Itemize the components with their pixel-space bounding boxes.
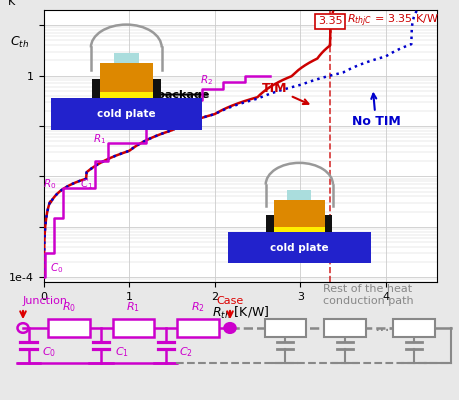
Circle shape bbox=[224, 323, 235, 333]
Text: $C_0$: $C_0$ bbox=[42, 345, 56, 359]
Text: $C_{th}$: $C_{th}$ bbox=[10, 35, 29, 50]
Text: $C_1$: $C_1$ bbox=[80, 177, 93, 191]
Text: $C_0$: $C_0$ bbox=[50, 261, 63, 275]
Bar bbox=[324, 319, 365, 337]
Text: K: K bbox=[8, 0, 16, 7]
Text: $C_2$: $C_2$ bbox=[175, 115, 188, 129]
Text: $R_{thjC}$ = 3.35 K/W: $R_{thjC}$ = 3.35 K/W bbox=[347, 13, 438, 29]
Bar bbox=[48, 319, 90, 337]
Text: 3.35: 3.35 bbox=[317, 16, 341, 26]
Text: $C_1$: $C_1$ bbox=[115, 345, 129, 359]
Text: No TIM: No TIM bbox=[351, 94, 399, 128]
X-axis label: $R_{th}$ [K/W]: $R_{th}$ [K/W] bbox=[211, 304, 269, 321]
Text: $R_1$: $R_1$ bbox=[92, 132, 106, 146]
Text: $R_0$: $R_0$ bbox=[43, 177, 56, 191]
Bar bbox=[264, 319, 305, 337]
Text: $C_2$: $C_2$ bbox=[179, 345, 193, 359]
Bar bbox=[392, 319, 434, 337]
Text: Rest of the heat
conduction path: Rest of the heat conduction path bbox=[322, 284, 413, 306]
Bar bbox=[177, 319, 218, 337]
Text: TIM: TIM bbox=[261, 82, 308, 104]
Text: Inside the package: Inside the package bbox=[90, 90, 208, 100]
Text: Case: Case bbox=[216, 296, 243, 306]
Text: $R_0$: $R_0$ bbox=[62, 300, 76, 314]
Text: ...: ... bbox=[373, 317, 389, 335]
Text: $R_2$: $R_2$ bbox=[190, 300, 204, 314]
Bar bbox=[112, 319, 154, 337]
Text: $R_2$: $R_2$ bbox=[199, 74, 212, 87]
Text: $R_1$: $R_1$ bbox=[126, 300, 140, 314]
Text: Junction: Junction bbox=[23, 296, 68, 306]
